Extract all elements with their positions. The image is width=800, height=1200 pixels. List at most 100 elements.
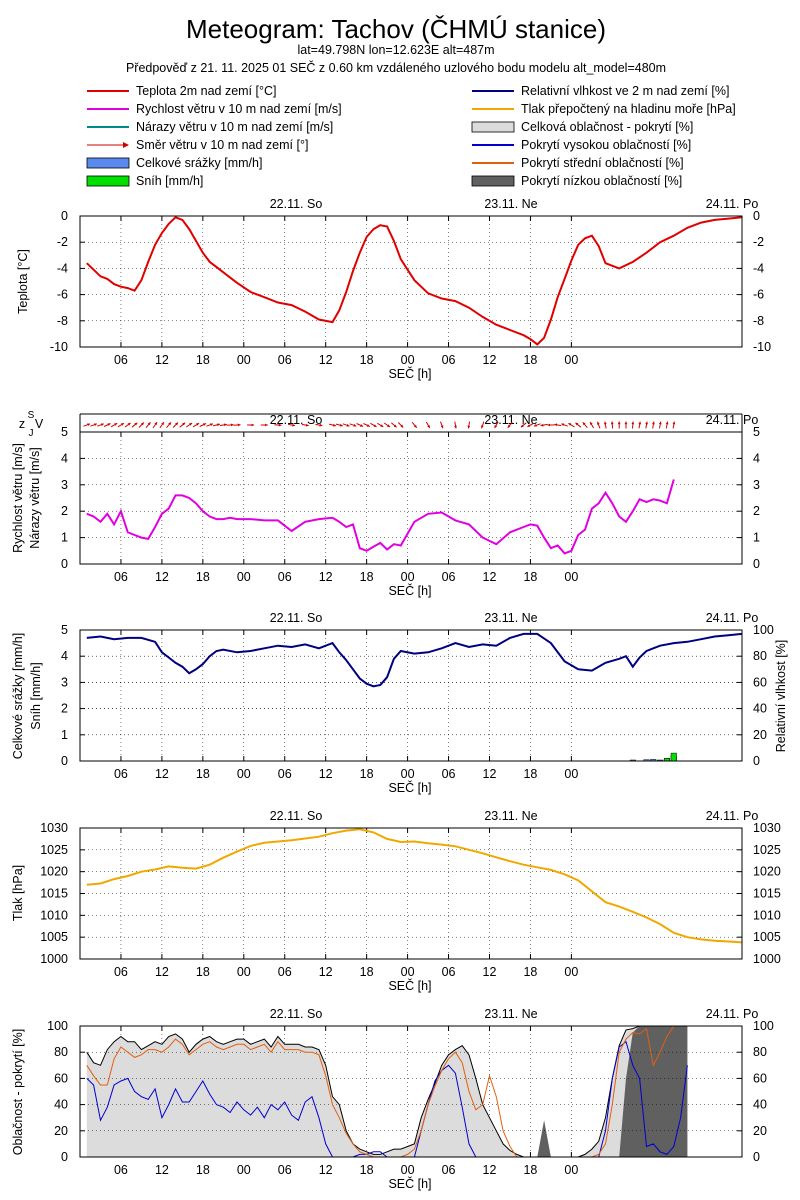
y-tick-label-right: 0 [753, 209, 760, 223]
x-axis-label: SEČ [h] [388, 1176, 431, 1191]
wind-arrow-icon [533, 423, 541, 427]
y-tick-label: 1 [61, 728, 68, 742]
y-tick-label-right: 1030 [753, 821, 781, 835]
x-tick-label: 06 [114, 1163, 128, 1177]
x-tick-label: 18 [360, 353, 374, 367]
wind-arrowhead [373, 424, 377, 427]
wind-arrow-icon [342, 423, 350, 427]
wind-arrowhead [582, 422, 586, 426]
y-tick-label-right: 2 [753, 504, 760, 518]
wind-arrowhead [380, 424, 384, 427]
wind-arrow-icon [335, 423, 343, 427]
x-tick-label: 18 [196, 767, 210, 781]
x-axis-label: SEČ [h] [388, 583, 431, 598]
wind-arrow-icon [219, 423, 227, 427]
y-tick-label: 1020 [40, 865, 68, 879]
x-tick-label: 06 [278, 570, 292, 584]
wind-arrowhead [265, 423, 268, 427]
wind-arrow-icon [397, 422, 404, 428]
wind-arrowhead [161, 422, 164, 426]
wind-arrowhead [134, 422, 138, 426]
panel-pressure: 22.11. So 23.11. Ne 24.11. Po 06 12 18 00 06 12 1… [11, 809, 781, 993]
y-tick-label: -2 [57, 235, 68, 249]
day-label: 24.11. Po [706, 1007, 759, 1021]
day-label: 23.11. Ne [484, 809, 537, 823]
y-tick-label: 3 [61, 478, 68, 492]
wind-arrowhead [603, 421, 607, 425]
plot-frame [79, 1025, 743, 1158]
y-tick-label: 1025 [40, 843, 68, 857]
wind-arrowhead [175, 422, 178, 426]
wind-arrow-icon [411, 421, 418, 429]
wind-arrow-icon [152, 421, 158, 429]
wind-arrowhead [217, 423, 220, 427]
y-tick-label-right: 1000 [753, 952, 781, 966]
y-tick-label: 20 [54, 1124, 68, 1138]
y-tick-label-right: -2 [753, 235, 764, 249]
wind-arrow-icon [527, 422, 534, 428]
y-axis-label: Teplota [°C] [16, 249, 30, 314]
wind-arrow-icon [631, 421, 635, 429]
legend-label: Nárazy větru v 10 m nad zemí [m/s] [136, 120, 333, 134]
pressure-line [86, 828, 743, 944]
day-label: 22.11. So [270, 1007, 323, 1021]
y-tick-label-right: 40 [753, 702, 767, 716]
wind-arrowhead [617, 421, 621, 425]
legend-label: Relativní vlhkost ve 2 m nad zemí [%] [521, 84, 729, 98]
y-tick-label: -8 [57, 314, 68, 328]
wind-arrowhead [467, 425, 471, 429]
x-tick-label: 12 [155, 1163, 169, 1177]
wind-arrow-icon [117, 422, 125, 428]
wind-arrow-icon [110, 422, 118, 428]
dir-label-j: J [29, 428, 34, 439]
day-label: 22.11. So [270, 197, 323, 211]
wind-arrowhead [230, 423, 234, 427]
legend-swatch-box [471, 121, 515, 133]
wind-arrow-icon [665, 421, 669, 429]
x-tick-label: 06 [278, 965, 292, 979]
x-tick-label: 00 [564, 353, 578, 367]
legend-item-left-0: Teplota 2m nad zemí [°C] [87, 84, 276, 98]
x-tick-label: 18 [196, 965, 210, 979]
legend-label: Pokrytí vysokou oblačností [%] [521, 138, 691, 152]
y-axis-label: Rychlost větru [m/s] [11, 443, 25, 553]
wind-arrow-icon [233, 423, 241, 427]
y-tick-label: 80 [54, 1045, 68, 1059]
y-tick-label-right: 80 [753, 1045, 767, 1059]
wind-arrowhead [561, 423, 565, 427]
y-tick-label: -6 [57, 288, 68, 302]
y-axis-label: Oblačnost - pokrytí [%] [11, 1029, 25, 1155]
y-tick-label-right: 80 [753, 649, 767, 663]
wind-arrowhead [454, 425, 457, 429]
wind-arrowhead [658, 421, 662, 425]
legend-label: Celkové srážky [mm/h] [136, 156, 262, 170]
wind-arrowhead [568, 423, 572, 426]
x-tick-label: 12 [483, 570, 497, 584]
plot-frame [79, 431, 743, 565]
y-tick-label: 2 [61, 702, 68, 716]
x-tick-label: 12 [319, 353, 333, 367]
wind-arrowhead [210, 423, 213, 427]
x-tick-label: 12 [483, 767, 497, 781]
x-tick-label: 06 [114, 353, 128, 367]
legend-label: Pokrytí nízkou oblačností [%] [521, 174, 682, 188]
x-tick-label: 18 [523, 1163, 537, 1177]
day-label: 22.11. So [270, 809, 323, 823]
legend-item-left-2: Nárazy větru v 10 m nad zemí [m/s] [87, 120, 333, 134]
wind-arrow-icon [356, 423, 364, 427]
y-tick-label: 40 [54, 1098, 68, 1112]
y-tick-label-right: 100 [753, 1019, 774, 1033]
x-tick-label: 06 [442, 1163, 456, 1177]
day-label: 23.11. Ne [484, 197, 537, 211]
wind-arrow-icon [520, 422, 527, 428]
y-tick-label-right: 20 [753, 728, 767, 742]
wind-arrowhead [554, 423, 558, 427]
wind-arrowhead [638, 421, 642, 425]
wind-arrow-icon [97, 423, 104, 427]
wind-arrowhead [494, 425, 498, 428]
wind-arrow-icon [610, 421, 614, 429]
legend-label: Teplota 2m nad zemí [°C] [136, 84, 276, 98]
x-tick-label: 00 [401, 767, 415, 781]
wind-arrowhead [182, 422, 186, 426]
wind-arrow-icon [370, 422, 377, 428]
